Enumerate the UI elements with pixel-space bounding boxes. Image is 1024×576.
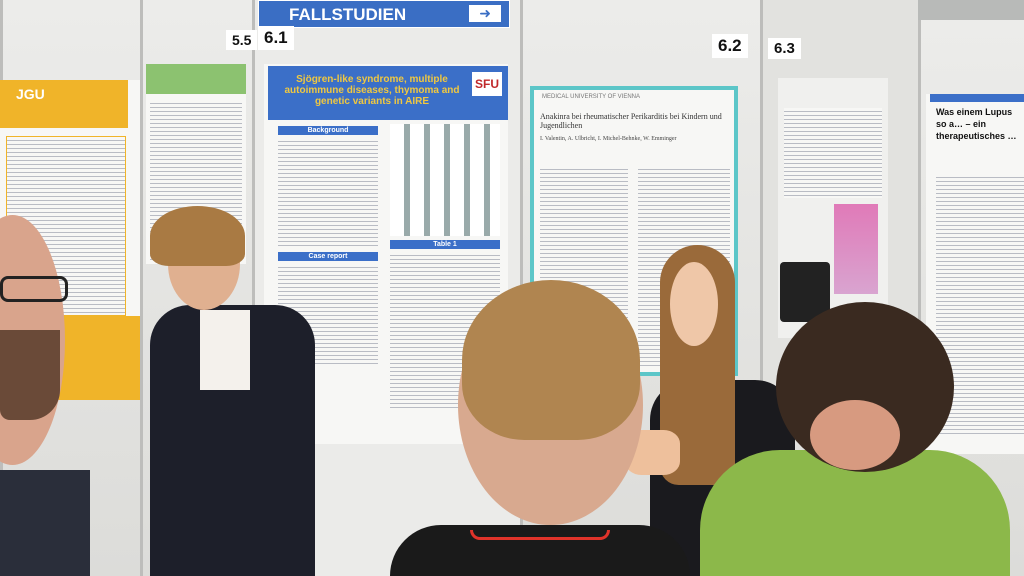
poster-title: Was einem Lupus so a… – ein therapeutisc… bbox=[936, 107, 1017, 141]
section-heading: Table 1 bbox=[390, 240, 500, 249]
person-man-left bbox=[0, 470, 90, 576]
poster-header bbox=[930, 94, 1024, 102]
poster-title: Anakinra bei rheumatischer Perikarditis … bbox=[540, 112, 722, 130]
poster-image bbox=[834, 204, 878, 294]
poster-63 bbox=[778, 78, 888, 338]
poster-block bbox=[56, 316, 140, 400]
section-heading: Case report bbox=[278, 252, 378, 261]
person-man-center bbox=[390, 525, 690, 576]
lanyard bbox=[470, 530, 610, 540]
section-banner: FALLSTUDIEN ➜ bbox=[258, 0, 510, 28]
white-shirt bbox=[200, 310, 250, 390]
poster-title: Sjögren-like syndrome, multiple autoimmu… bbox=[268, 66, 508, 120]
poster-header bbox=[146, 64, 246, 94]
board-number: 6.1 bbox=[258, 26, 294, 50]
banner-text: FALLSTUDIEN bbox=[289, 5, 407, 24]
poster-text bbox=[784, 108, 882, 198]
head bbox=[670, 262, 718, 346]
poster-logo: JGU bbox=[0, 80, 128, 128]
arrow-right-icon: ➜ bbox=[469, 5, 501, 22]
poster-text bbox=[278, 138, 378, 246]
poster-logo: SFU bbox=[472, 72, 502, 96]
section-heading: Background bbox=[278, 126, 378, 135]
board-number: 5.5 bbox=[226, 30, 258, 50]
hair bbox=[462, 280, 640, 440]
poster-figure bbox=[390, 124, 500, 236]
poster-authors: I. Valentin, A. Ulbricht, I. Michel-Behn… bbox=[540, 136, 677, 142]
poster-logo: MEDICAL UNIVERSITY OF VIENNA bbox=[542, 94, 641, 100]
glasses bbox=[0, 276, 68, 302]
beard bbox=[0, 330, 60, 420]
hair bbox=[150, 206, 245, 266]
face bbox=[810, 400, 900, 470]
board-number: 6.3 bbox=[768, 38, 801, 59]
board-number: 6.2 bbox=[712, 34, 748, 58]
